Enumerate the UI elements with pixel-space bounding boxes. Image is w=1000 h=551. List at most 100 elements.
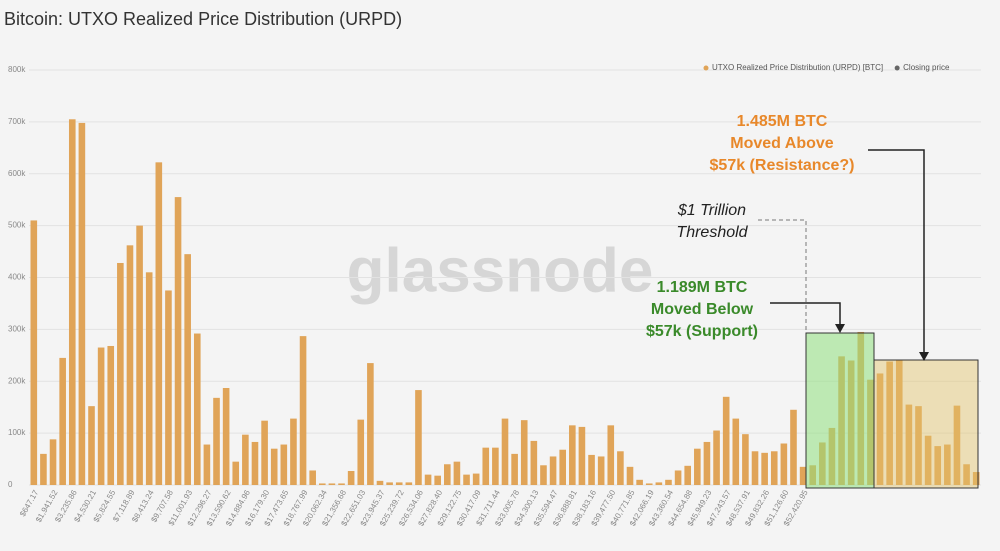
annotation: Threshold xyxy=(676,224,748,241)
y-tick-label: 400k xyxy=(8,273,26,282)
bar xyxy=(78,122,86,485)
bar xyxy=(376,480,384,485)
bar xyxy=(203,444,211,485)
bar xyxy=(290,418,297,485)
bar xyxy=(434,475,441,485)
bar xyxy=(713,430,720,485)
bar xyxy=(338,483,345,485)
legend: UTXO Realized Price Distribution (URPD) … xyxy=(703,63,950,72)
bar xyxy=(915,406,922,485)
bar xyxy=(549,456,557,485)
bar xyxy=(732,418,740,485)
annotation: Moved Above xyxy=(730,135,834,152)
bar xyxy=(309,470,316,485)
bar xyxy=(405,482,413,485)
bar xyxy=(30,220,38,485)
bar xyxy=(40,453,47,485)
bar xyxy=(367,363,374,485)
bar xyxy=(761,452,768,485)
bar xyxy=(68,119,76,485)
bar xyxy=(511,453,518,485)
bar xyxy=(232,461,240,485)
bar xyxy=(386,482,393,485)
bar xyxy=(665,479,672,485)
bar xyxy=(280,444,288,485)
bar xyxy=(530,440,538,485)
bar xyxy=(444,464,451,485)
bar xyxy=(520,420,528,485)
bar xyxy=(780,443,788,485)
bar xyxy=(944,444,951,485)
bar xyxy=(684,465,692,485)
bar xyxy=(251,441,259,485)
y-tick-label: 200k xyxy=(8,376,26,385)
bar xyxy=(588,454,595,485)
bar xyxy=(155,162,163,485)
bar xyxy=(626,466,634,485)
bar xyxy=(299,336,307,485)
bar xyxy=(415,390,422,485)
bar xyxy=(703,441,711,485)
bar xyxy=(559,449,566,485)
bar xyxy=(597,456,605,485)
bar xyxy=(49,439,57,485)
legend-label: Closing price xyxy=(903,63,950,72)
bar xyxy=(645,483,653,485)
bar xyxy=(59,357,66,485)
bar xyxy=(97,347,105,485)
annotation: $1 Trillion xyxy=(677,202,746,219)
bar xyxy=(424,474,432,485)
watermark: glassnode xyxy=(347,236,654,305)
arrow-head xyxy=(835,324,845,333)
annotation: 1.485M BTC xyxy=(737,113,828,130)
bar xyxy=(799,466,807,485)
y-tick-label: 0 xyxy=(8,480,13,489)
bar xyxy=(357,419,365,485)
bar xyxy=(655,482,663,485)
bar xyxy=(905,404,913,485)
bar xyxy=(136,225,143,485)
bar xyxy=(145,272,153,485)
bar xyxy=(636,479,643,485)
arrow-head xyxy=(919,352,929,361)
bar xyxy=(193,333,201,485)
bar xyxy=(242,434,249,485)
bar xyxy=(578,426,586,485)
y-tick-label: 700k xyxy=(8,117,26,126)
y-tick-label: 500k xyxy=(8,221,26,230)
bar xyxy=(963,464,970,485)
bar xyxy=(261,420,268,485)
threshold-line xyxy=(758,219,807,333)
y-tick-label: 600k xyxy=(8,169,26,178)
bar xyxy=(395,482,403,485)
bar xyxy=(174,197,182,485)
legend-marker xyxy=(894,65,900,71)
bar xyxy=(165,290,172,485)
resistance-box xyxy=(873,359,979,489)
annotation: Moved Below xyxy=(651,301,754,318)
bar xyxy=(934,446,942,485)
bar xyxy=(790,409,797,485)
support-box xyxy=(805,332,875,489)
y-tick-label: 800k xyxy=(8,65,26,74)
legend-marker xyxy=(703,65,709,71)
bar xyxy=(694,448,701,485)
bar xyxy=(270,448,278,485)
bar xyxy=(213,397,220,485)
bar xyxy=(453,461,461,485)
bar xyxy=(569,425,576,485)
legend-label: UTXO Realized Price Distribution (URPD) … xyxy=(712,63,883,72)
bar xyxy=(126,245,134,485)
bar xyxy=(540,465,547,485)
bar xyxy=(674,470,682,485)
bar xyxy=(742,434,749,485)
bar xyxy=(617,451,624,485)
y-tick-label: 100k xyxy=(8,428,26,437)
bar xyxy=(107,345,115,485)
chart-title: Bitcoin: UTXO Realized Price Distributio… xyxy=(4,9,402,29)
bar xyxy=(482,447,490,485)
bar xyxy=(472,473,480,485)
bar xyxy=(318,483,326,485)
bar xyxy=(501,418,509,485)
